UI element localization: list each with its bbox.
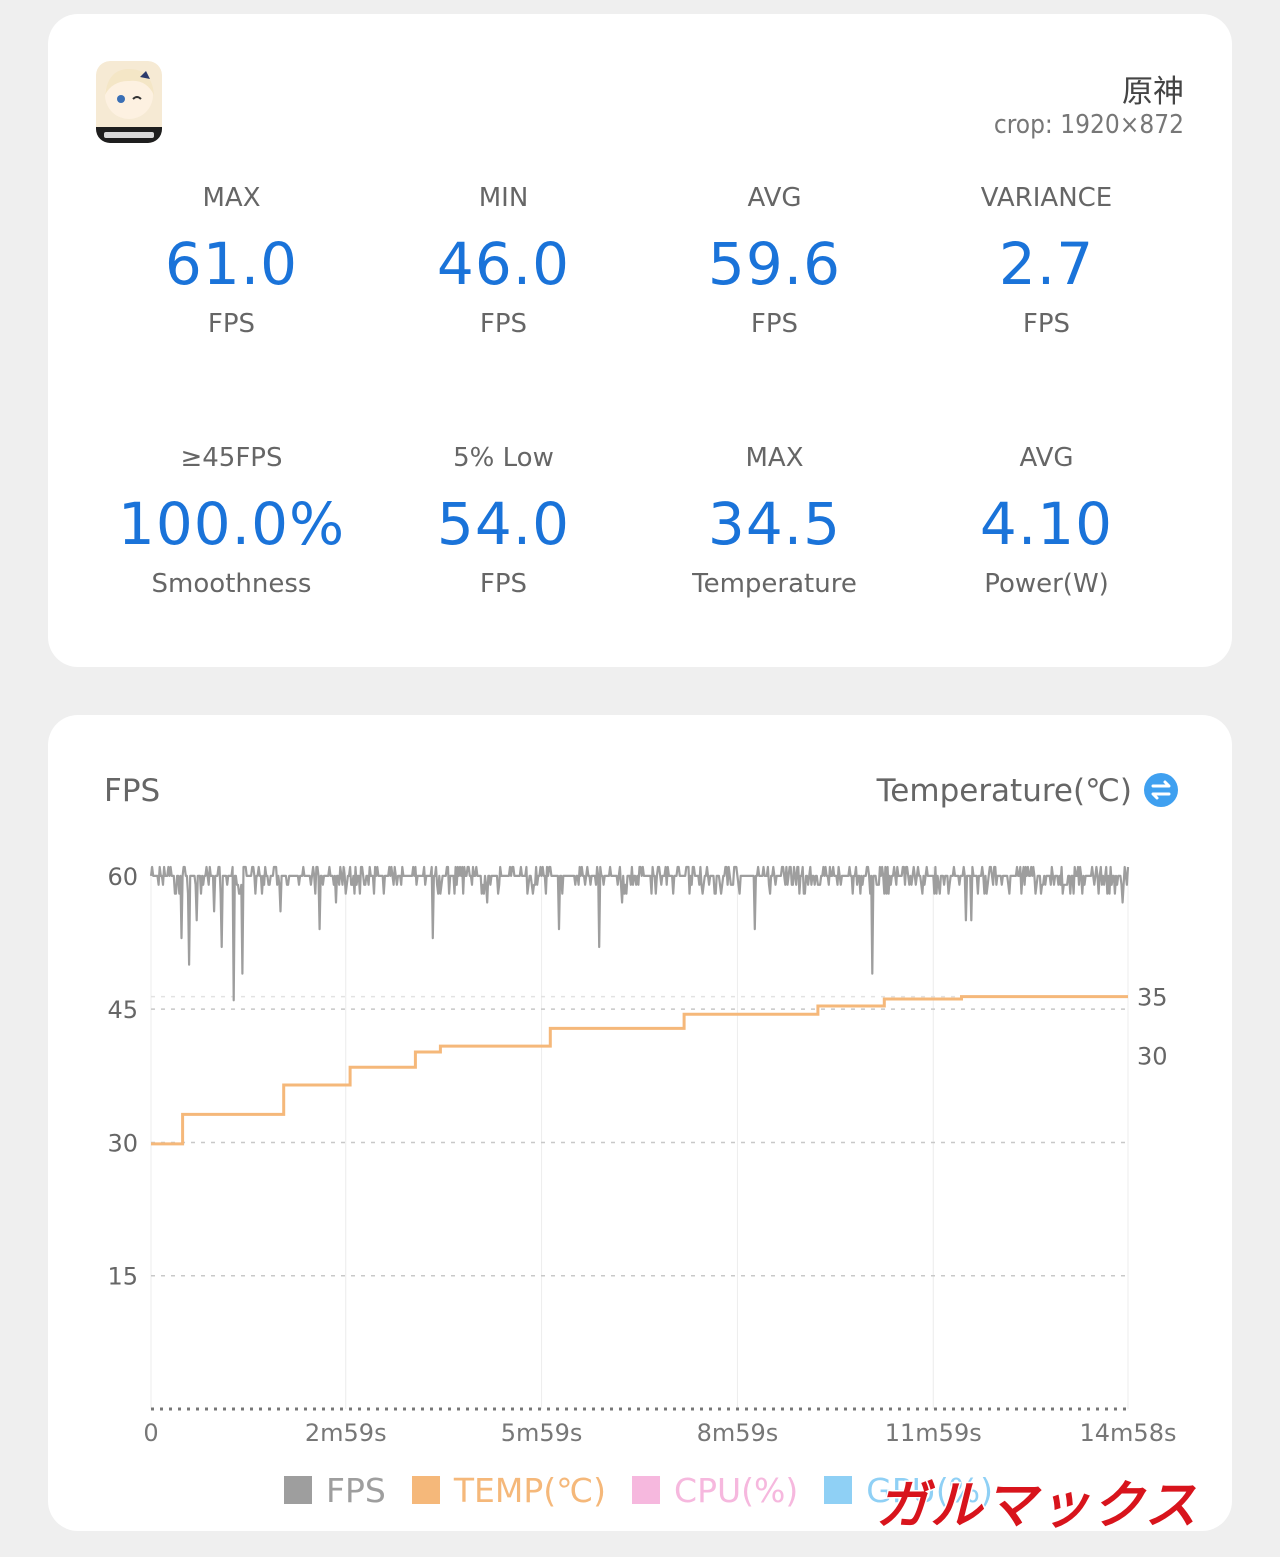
fps-temperature-chart: 15 30 45 60 30 35 0 2m59s 5m59s 8m59s 11m59s 14m58s	[107, 863, 1177, 1447]
chart-right-axis-title: Temperature(℃)	[876, 773, 1132, 809]
legend-item-gpu[interactable]: GPU(%)	[824, 1471, 993, 1510]
y-left-tick-label: 60	[107, 863, 138, 891]
chart-legend: FPS TEMP(℃) CPU(%) GPU(%)	[284, 1465, 1019, 1515]
temperature-series-line	[151, 995, 1128, 1146]
stat-label: VARIANCE	[980, 183, 1113, 213]
crop-resolution: crop: 1920×872	[993, 110, 1184, 140]
y-left-tick-label: 15	[107, 1263, 138, 1291]
stat-label: ≥45FPS	[180, 443, 283, 473]
stat-unit: FPS	[750, 309, 799, 339]
stat-label: AVG	[1019, 443, 1074, 473]
y-right-tick-label: 35	[1137, 984, 1168, 1012]
swap-icon[interactable]	[1144, 773, 1178, 807]
stat-unit: Temperature	[692, 569, 857, 599]
legend-label: CPU(%)	[674, 1470, 799, 1510]
stat-max-temperature: MAX 34.5 Temperature	[639, 440, 910, 602]
stat-unit: FPS	[1022, 309, 1071, 339]
watermark-text: ガルマックス	[876, 1476, 1198, 1533]
x-tick-label: 2m59s	[305, 1419, 387, 1447]
stat-value: 34.5	[707, 490, 842, 558]
stat-value: 59.6	[707, 230, 842, 298]
y-right-tick-label: 30	[1137, 1043, 1168, 1071]
legend-swatch	[824, 1476, 853, 1504]
x-tick-label: 5m59s	[501, 1419, 583, 1447]
fps-series-line	[149, 865, 1130, 1002]
watermark-logo: ガルマックス	[872, 1473, 1252, 1538]
stat-value: 46.0	[436, 230, 571, 298]
app-icon	[96, 61, 162, 143]
stat-avg-fps: AVG 59.6 FPS	[639, 180, 910, 342]
stat-unit: FPS	[207, 309, 256, 339]
stat-min-fps: MIN 46.0 FPS	[368, 180, 639, 342]
legend-label: GPU(%)	[866, 1470, 993, 1510]
legend-swatch	[411, 1476, 440, 1504]
stat-label: MAX	[202, 183, 261, 213]
stat-unit: FPS	[479, 569, 528, 599]
legend-label: FPS	[326, 1470, 386, 1510]
y-left-tick-label: 30	[107, 1129, 138, 1157]
chart-left-axis-title: FPS	[104, 773, 161, 809]
stat-max-fps: MAX 61.0 FPS	[96, 180, 367, 342]
stat-label: MIN	[478, 183, 529, 213]
legend-swatch	[632, 1476, 661, 1504]
stat-label: MAX	[745, 443, 804, 473]
stat-label: 5% Low	[453, 443, 554, 473]
x-tick-label: 0	[143, 1419, 158, 1447]
stat-smoothness: ≥45FPS 100.0% Smoothness	[96, 440, 367, 602]
stat-value: 2.7	[998, 230, 1095, 298]
legend-item-cpu[interactable]: CPU(%)	[632, 1471, 798, 1510]
stat-5pct-low: 5% Low 54.0 FPS	[368, 440, 639, 602]
stat-unit: FPS	[479, 309, 528, 339]
x-tick-label: 14m58s	[1080, 1419, 1177, 1447]
x-tick-label: 11m59s	[885, 1419, 982, 1447]
stat-variance: VARIANCE 2.7 FPS	[911, 180, 1182, 342]
stat-value: 100.0%	[117, 490, 346, 558]
performance-summary-card: 原神 crop: 1920×872 MAX 61.0 FPS MIN 46.0 …	[48, 14, 1232, 667]
stat-value: 54.0	[436, 490, 571, 558]
stat-unit: Power(W)	[984, 569, 1109, 599]
legend-swatch	[284, 1476, 312, 1504]
legend-item-fps[interactable]: FPS	[284, 1471, 386, 1510]
stat-value: 61.0	[164, 230, 299, 298]
legend-item-temp[interactable]: TEMP(℃)	[411, 1470, 607, 1510]
stat-value: 4.10	[979, 490, 1114, 558]
x-tick-label: 8m59s	[697, 1419, 779, 1447]
legend-label: TEMP(℃)	[453, 1470, 607, 1510]
stat-unit: Smoothness	[151, 569, 312, 599]
y-left-tick-label: 45	[107, 996, 138, 1024]
app-name: 原神	[1122, 74, 1184, 110]
stat-avg-power: AVG 4.10 Power(W)	[911, 440, 1182, 602]
stat-label: AVG	[747, 183, 802, 213]
fps-temperature-chart-card: 15 30 45 60 30 35 0 2m59s 5m59s 8m59s 11m59s 14m58s…	[48, 715, 1232, 1531]
